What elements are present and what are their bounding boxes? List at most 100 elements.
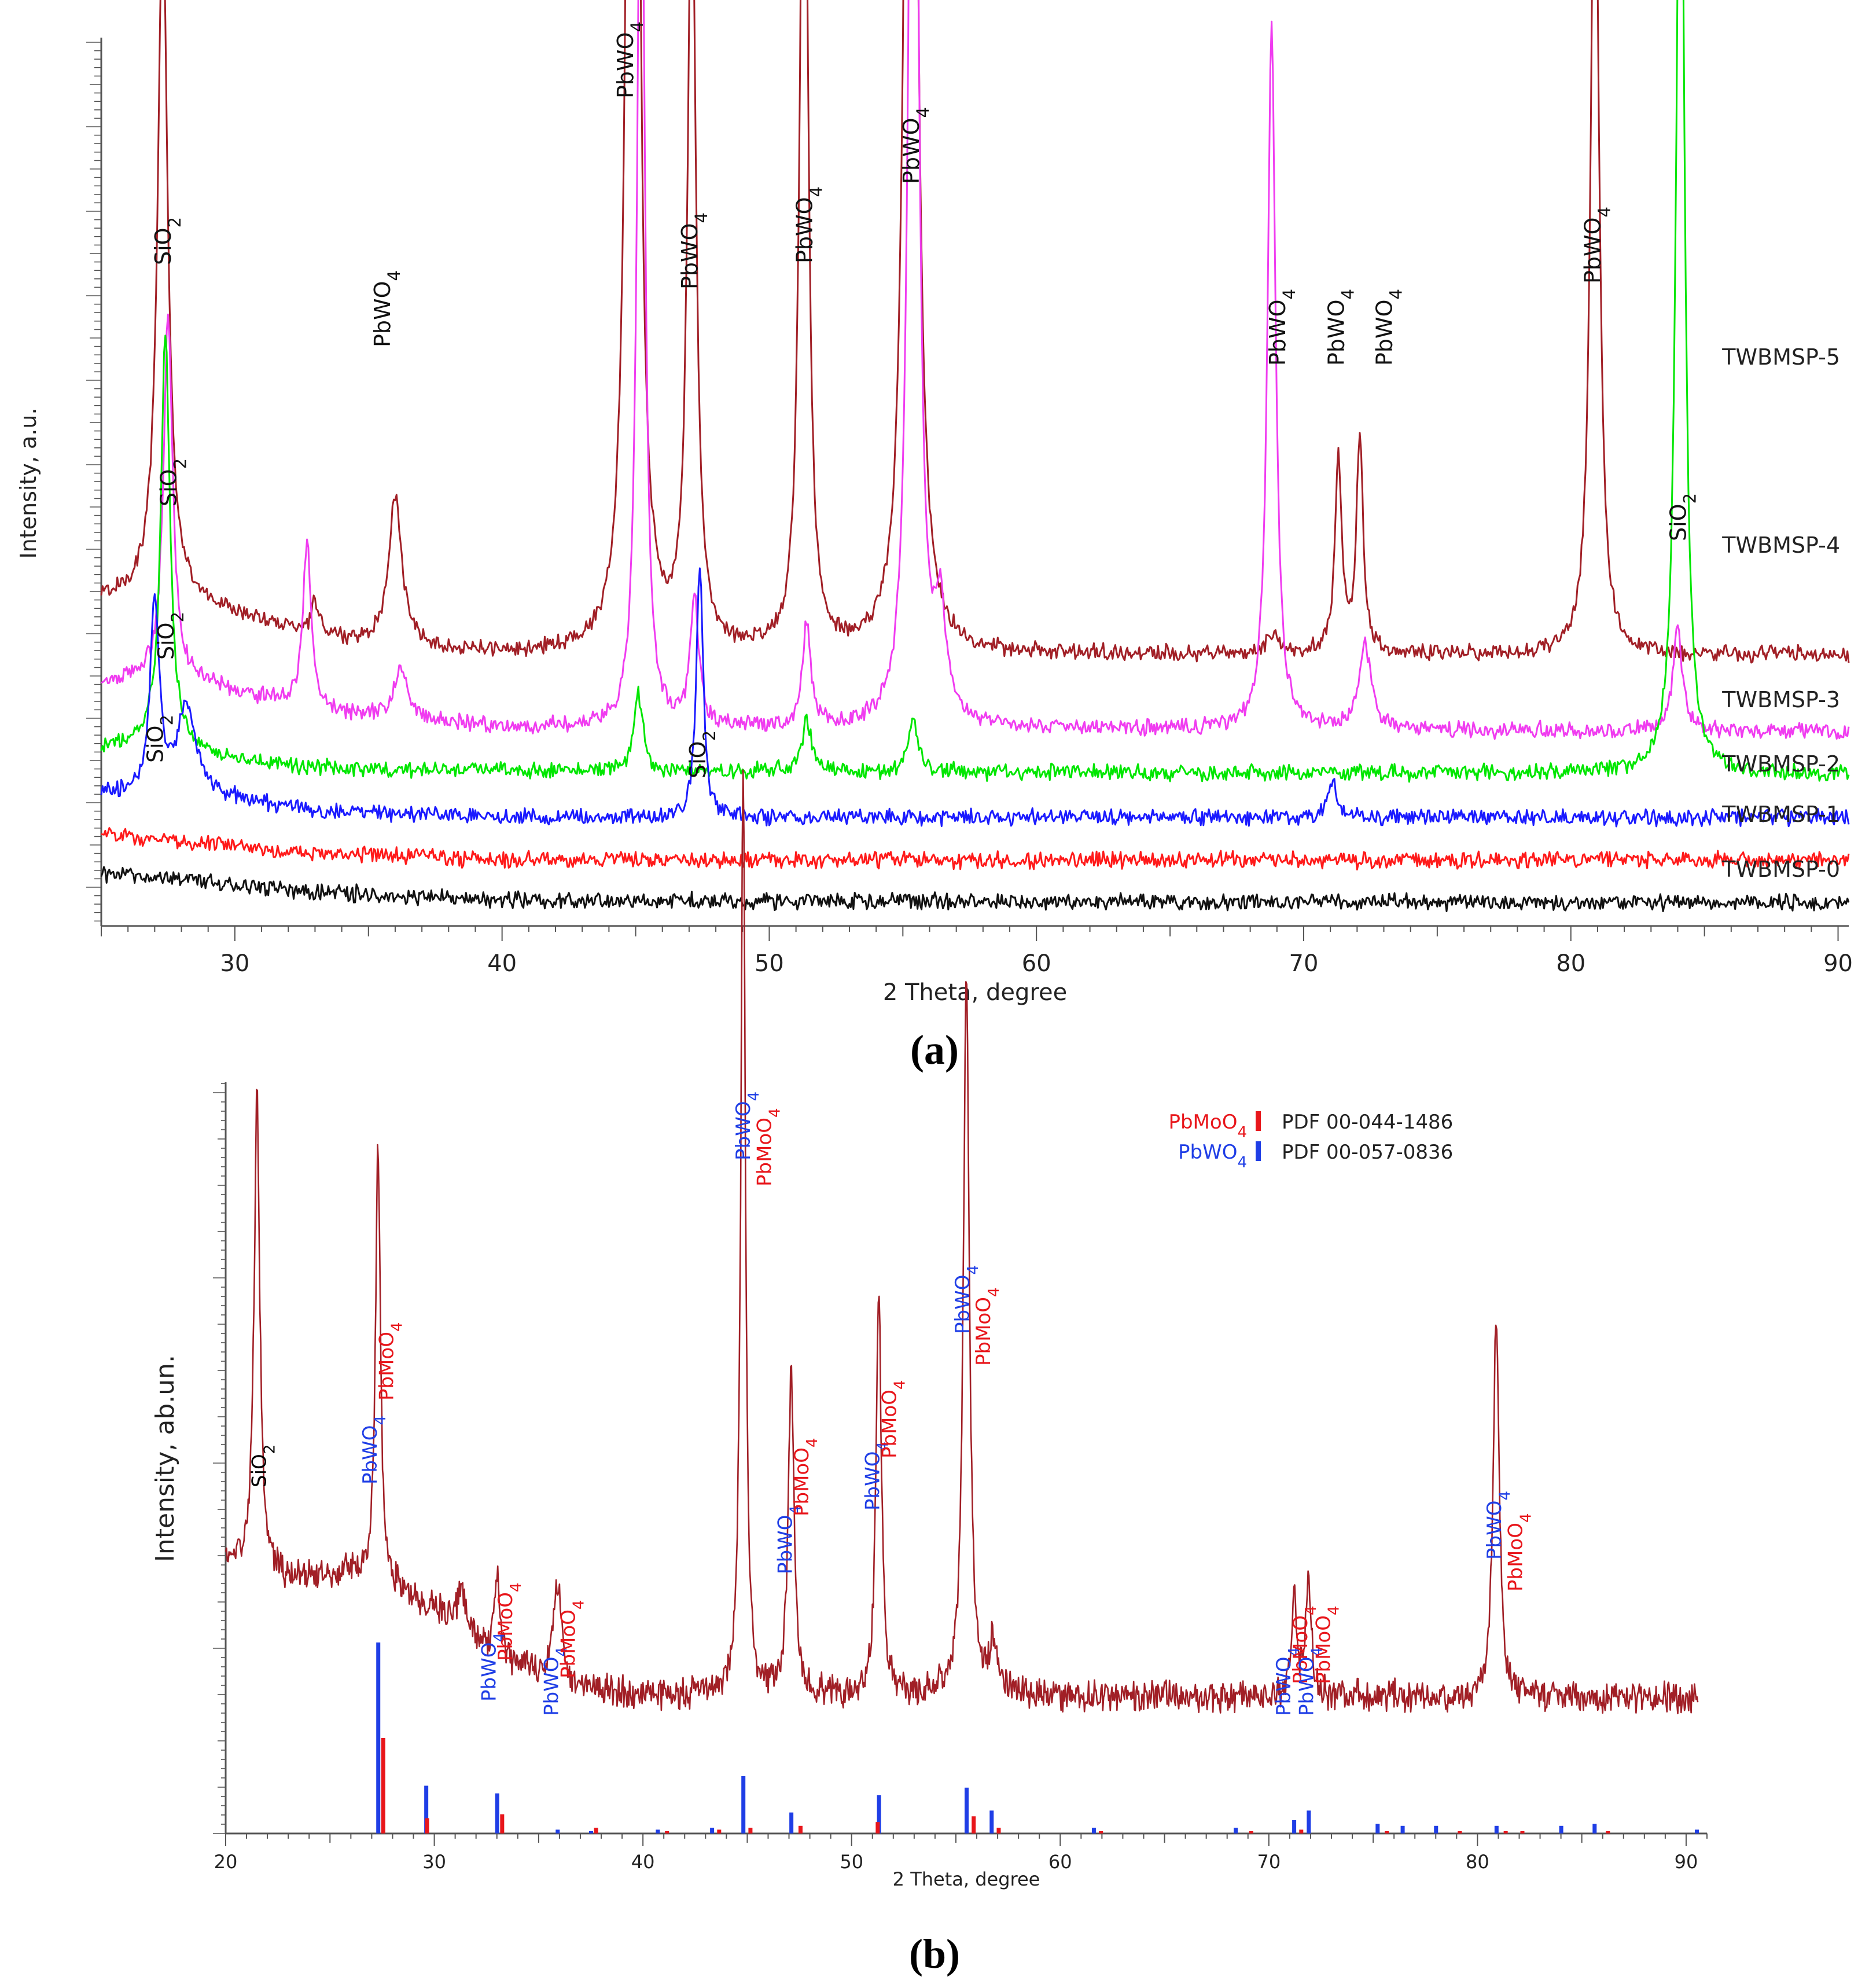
panel-label-b: (b) — [909, 1931, 960, 1977]
legend-swatch-pbmoo4 — [1256, 1111, 1261, 1131]
x-tick-label: 80 — [1556, 950, 1585, 977]
series-line-twbmsp-0 — [100, 866, 1850, 913]
peak-label-pbmoo4: PbMoO4 — [753, 1108, 783, 1186]
peak-label-pbmoo4: PbMoO4 — [790, 1438, 821, 1516]
reference-stick-pbmoo4 — [996, 1828, 1001, 1833]
peak-label-pbwo4: PbWO4 — [477, 1633, 508, 1702]
x-tick-label: 30 — [422, 1851, 446, 1873]
reference-stick-pbwo4 — [555, 1829, 560, 1833]
reference-stick-pbmoo4 — [1503, 1831, 1508, 1833]
reference-stick-pbwo4 — [989, 1810, 994, 1833]
series-label-twbmsp-1: TWBMSP-1 — [1721, 802, 1840, 827]
x-axis-title: 2 Theta, degree — [883, 979, 1067, 1006]
reference-stick-pbwo4 — [495, 1793, 499, 1833]
reference-stick-pbmoo4 — [1606, 1831, 1610, 1833]
reference-stick-pbmoo4 — [972, 1816, 976, 1833]
peak-label-pbwo4: PbWO4 — [540, 1647, 571, 1716]
peak-label-pbwo4: PbWO4 — [1272, 1647, 1303, 1716]
series-label-twbmsp-0: TWBMSP-0 — [1721, 857, 1840, 882]
x-tick-label: 90 — [1823, 950, 1853, 977]
series-line-pattern — [225, 769, 1699, 1715]
peak-label-pbwo4: PbWO4 — [359, 1416, 389, 1484]
legend-pdf-pbwo4: PDF 00-057-0836 — [1282, 1141, 1453, 1164]
x-tick-label: 40 — [631, 1851, 655, 1873]
peak-label-sio2: SiO2 — [156, 458, 190, 506]
peak-label-pbmoo4: PbMoO4 — [1504, 1513, 1535, 1592]
reference-stick-pbmoo4 — [381, 1738, 385, 1833]
reference-stick-pbwo4 — [424, 1785, 429, 1833]
x-tick-label: 20 — [214, 1851, 238, 1873]
peak-label-pbwo4: PbWO4 — [613, 21, 647, 98]
peak-label-pbwo4: PbWO4 — [1323, 289, 1357, 366]
peak-label-pbwo4: PbWO4 — [774, 1505, 804, 1574]
peak-label-pbmoo4: PbMoO4 — [376, 1322, 406, 1401]
reference-stick-pbmoo4 — [748, 1828, 753, 1833]
x-tick-label: 70 — [1289, 950, 1319, 977]
reference-stick-pbmoo4 — [425, 1818, 429, 1833]
x-tick-label: 60 — [1048, 1851, 1072, 1873]
reference-stick-pbmoo4 — [1099, 1831, 1103, 1833]
peak-label-pbmoo4: PbMoO4 — [494, 1582, 525, 1661]
peak-label-pbwo4: PbWO4 — [951, 1265, 982, 1334]
x-tick-label: 60 — [1022, 950, 1051, 977]
peak-label-pbmoo4: PbMoO4 — [557, 1600, 587, 1678]
reference-stick-pbmoo4 — [875, 1822, 880, 1833]
reference-stick-pbwo4 — [789, 1812, 794, 1833]
peak-label-pbwo4: PbWO4 — [862, 1442, 892, 1511]
reference-stick-pbwo4 — [1400, 1825, 1405, 1833]
peak-label-pbwo4: PbWO4 — [370, 270, 404, 347]
peak-label-pbwo4: PbWO4 — [1580, 207, 1614, 284]
reference-stick-pbmoo4 — [1458, 1831, 1462, 1833]
y-axis-title: Intensity, ab.un. — [150, 1355, 180, 1562]
panel-b: 20 30 40 50 60 70 80 90 2 Theta, degree Intensity… — [150, 769, 1708, 1890]
reference-stick-pbwo4 — [1434, 1825, 1438, 1833]
reference-stick-pbmoo4 — [1249, 1831, 1253, 1833]
legend: PbMoO4 PDF 00-044-1486 PbWO4 PDF 00-057-083… — [1168, 1111, 1453, 1171]
series-line-twbmsp-4 — [101, 0, 1850, 740]
reference-stick-pbmoo4 — [500, 1814, 505, 1833]
x-tick-label: 40 — [487, 950, 517, 977]
reference-stick-pbwo4 — [1559, 1825, 1563, 1833]
peak-label-pbmoo4: PbMoO4 — [878, 1380, 909, 1458]
reference-stick-pbwo4 — [1091, 1828, 1096, 1833]
reference-stick-pbwo4 — [741, 1776, 746, 1833]
reference-stick-pbmoo4 — [717, 1829, 722, 1833]
series-line-twbmsp-2 — [100, 567, 1850, 828]
peak-label-sio2: SiO2 — [685, 730, 719, 778]
reference-stick-pbmoo4 — [798, 1825, 803, 1833]
series-line-twbmsp-3 — [100, 0, 1850, 783]
y-axis-title: Intensity, a.u. — [16, 407, 41, 558]
peak-label-pbwo4: PbWO4 — [1372, 289, 1406, 366]
reference-stick-pbwo4 — [1494, 1825, 1499, 1833]
reference-stick-pbwo4 — [1292, 1820, 1297, 1833]
reference-stick-pbmoo4 — [1520, 1831, 1525, 1833]
peak-label-pbmoo4: PbMoO4 — [1289, 1605, 1320, 1684]
series-label-twbmsp-4: TWBMSP-4 — [1721, 532, 1840, 558]
peak-label-pbwo4: PbWO4 — [1265, 289, 1299, 366]
reference-stick-pbmoo4 — [665, 1831, 669, 1833]
reference-stick-pbwo4 — [1234, 1828, 1238, 1833]
series-line-twbmsp-1 — [101, 827, 1850, 870]
reference-stick-pbmoo4 — [594, 1828, 598, 1833]
peak-label-sio2: SiO2 — [153, 612, 187, 660]
peak-label-sio2: SiO2 — [142, 715, 176, 763]
reference-stick-pbwo4 — [710, 1828, 715, 1833]
panel-a: 30 40 50 60 70 80 90 2 Theta, degree Intensity, … — [16, 0, 1853, 1006]
legend-label-pbwo4: PbWO4 — [1178, 1141, 1247, 1171]
peak-label-sio2: SiO2 — [1665, 493, 1699, 541]
peak-label-sio2: SiO2 — [248, 1445, 279, 1487]
peak-label-pbwo4: PbWO4 — [1296, 1647, 1326, 1716]
legend-swatch-pbwo4 — [1256, 1141, 1261, 1161]
x-tick-label: 90 — [1675, 1851, 1698, 1873]
legend-label-pbmoo4: PbMoO4 — [1168, 1111, 1247, 1141]
reference-stick-pbwo4 — [965, 1787, 969, 1833]
series-label-twbmsp-3: TWBMSP-3 — [1721, 687, 1840, 712]
reference-stick-pbwo4 — [376, 1642, 381, 1833]
peak-label-pbwo4: PbWO4 — [1483, 1491, 1514, 1560]
reference-stick-pbwo4 — [1694, 1829, 1699, 1833]
x-tick-label: 70 — [1257, 1851, 1281, 1873]
peak-label-pbwo4: PbWO4 — [732, 1092, 763, 1160]
reference-stick-pbwo4 — [1307, 1810, 1311, 1833]
